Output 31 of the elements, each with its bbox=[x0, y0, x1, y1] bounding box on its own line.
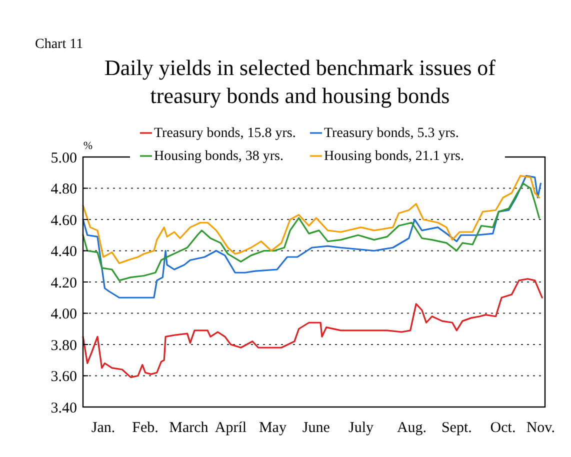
y-tick-label: 4.60 bbox=[50, 212, 77, 229]
chart-title: Daily yields in selected benchmark issues of treasury bonds and housing bonds bbox=[104, 55, 496, 108]
x-tick-label: Jan. bbox=[91, 420, 116, 436]
legend-label: Treasury bonds, 15.8 yrs. bbox=[154, 126, 296, 141]
legend-label: Housing bonds, 21.1 yrs. bbox=[324, 149, 464, 164]
line-series bbox=[82, 278, 543, 378]
line-series bbox=[82, 174, 540, 264]
y-tick-label: 4.40 bbox=[50, 244, 77, 260]
x-tick-label: July bbox=[348, 420, 374, 436]
x-tick-label: Aug. bbox=[396, 420, 427, 436]
x-tick-label: Apríl bbox=[214, 420, 247, 436]
y-tick-label: 3.40 bbox=[50, 400, 77, 416]
legend-label: Treasury bonds, 5.3 yrs. bbox=[324, 126, 459, 141]
x-tick-label: Feb. bbox=[132, 420, 158, 436]
y-tick-label: 5.00 bbox=[50, 150, 77, 166]
y-axis-title: % bbox=[83, 140, 93, 152]
y-tick-label: 4.20 bbox=[50, 275, 77, 292]
x-tick-label: Sept. bbox=[441, 420, 472, 436]
x-tick-label: Nov. bbox=[526, 420, 555, 436]
chart-subtitle: Chart 11 bbox=[35, 37, 84, 52]
x-tick-label: May bbox=[258, 420, 287, 436]
y-tick-label: 4.00 bbox=[50, 306, 77, 322]
y-tick-label: 4.80 bbox=[50, 182, 77, 198]
y-tick-label: 3.80 bbox=[50, 338, 77, 354]
x-tick-label: March bbox=[169, 420, 209, 436]
line-series bbox=[82, 174, 542, 298]
y-tick-label: 3.60 bbox=[50, 369, 77, 385]
x-tick-label: Oct. bbox=[490, 420, 516, 436]
line-series bbox=[82, 182, 540, 282]
x-tick-label: June bbox=[302, 420, 330, 436]
legend-label: Housing bonds, 38 yrs. bbox=[154, 149, 284, 164]
